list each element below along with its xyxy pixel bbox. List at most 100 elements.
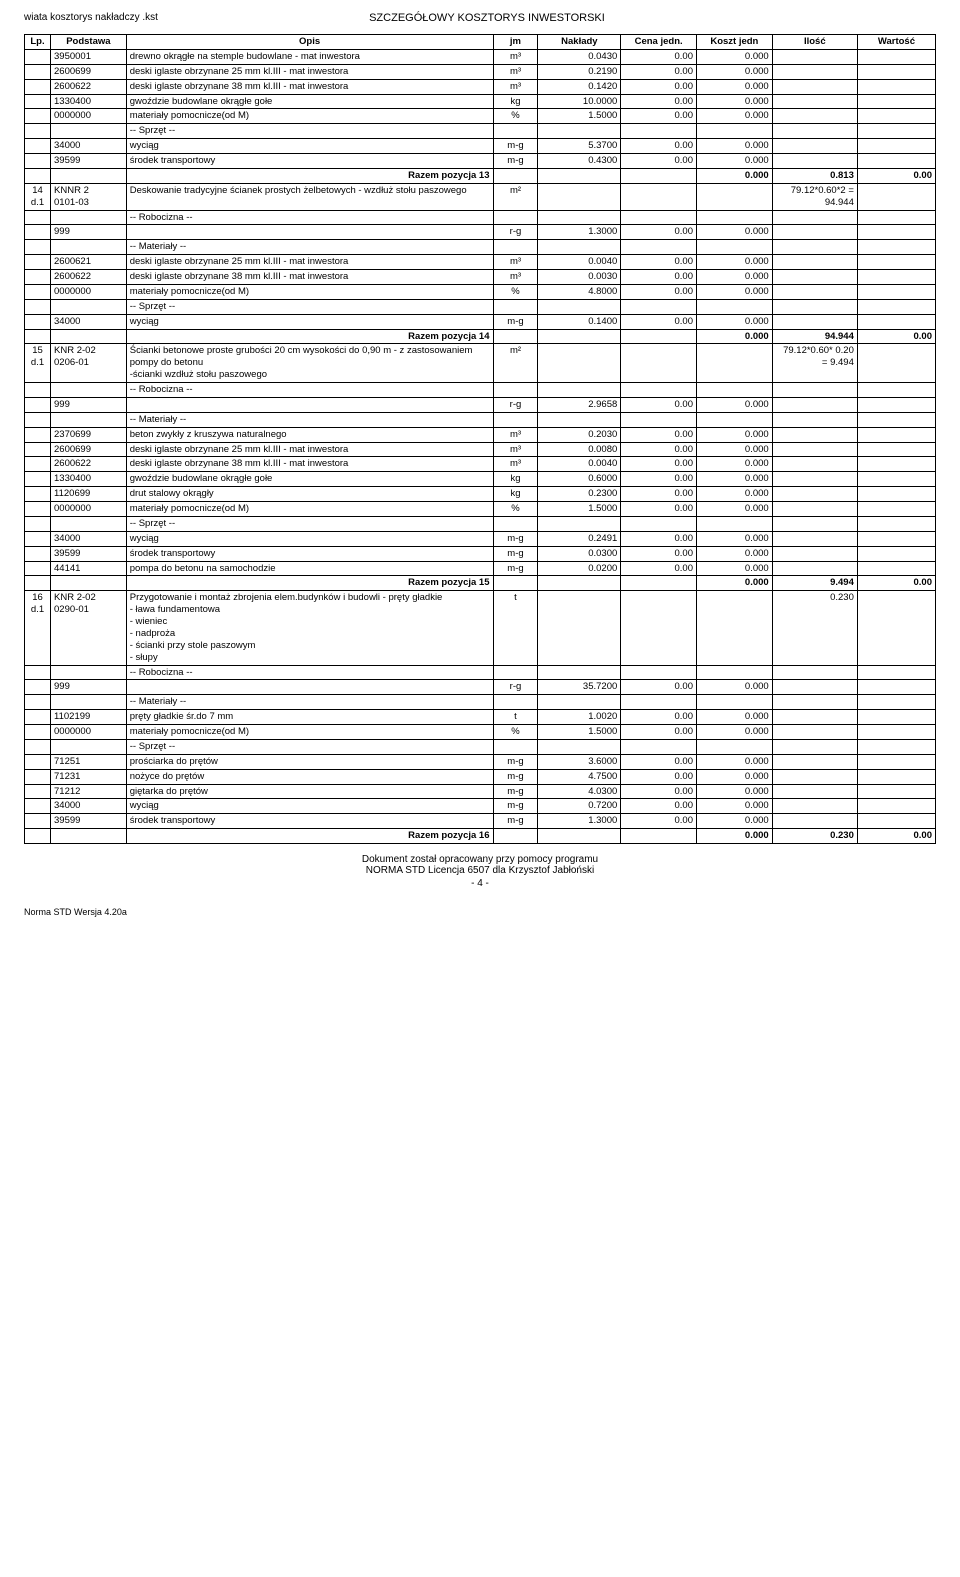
cell-kj: 0.000 <box>696 64 772 79</box>
cell-opis: Przygotowanie i montaż zbrojenia elem.bu… <box>126 591 493 665</box>
table-row: 1102199pręty gładkie śr.do 7 mmt1.00200.… <box>25 710 936 725</box>
cell-opis: beton zwykły z kruszywa naturalnego <box>126 427 493 442</box>
cell-ilosc <box>772 442 857 457</box>
col-cena: Cena jedn. <box>621 35 697 50</box>
cell-ilosc <box>772 814 857 829</box>
cell-lp <box>25 64 51 79</box>
cell-lp <box>25 814 51 829</box>
razem-ilosc: 0.813 <box>772 168 857 183</box>
section-row: -- Sprzęt -- <box>25 516 936 531</box>
cell-kj <box>696 183 772 210</box>
section-row: -- Robocizna -- <box>25 210 936 225</box>
cell-kj: 0.000 <box>696 49 772 64</box>
cell-cena <box>621 183 697 210</box>
cell-ilosc <box>772 49 857 64</box>
cell-cena: 0.00 <box>621 284 697 299</box>
cell-podstawa: KNR 2-020206-01 <box>51 344 127 383</box>
cell-opis: wyciąg <box>126 799 493 814</box>
table-row: 44141pompa do betonu na samochodziem-g0.… <box>25 561 936 576</box>
cell-ilosc <box>772 546 857 561</box>
footer-bottom: Norma STD Wersja 4.20a <box>24 907 936 917</box>
cell-cena: 0.00 <box>621 457 697 472</box>
table-row: 2370699beton zwykły z kruszywa naturalne… <box>25 427 936 442</box>
cell-wartosc <box>857 270 935 285</box>
cell-lp <box>25 487 51 502</box>
cell-cena: 0.00 <box>621 784 697 799</box>
cell-nak <box>538 344 621 383</box>
cell-jm: kg <box>493 472 538 487</box>
cell-jm: % <box>493 725 538 740</box>
table-row: 71251prościarka do prętówm-g3.60000.000.… <box>25 754 936 769</box>
cell-lp <box>25 225 51 240</box>
cell-kj: 0.000 <box>696 754 772 769</box>
cell-cena: 0.00 <box>621 710 697 725</box>
cell-kj: 0.000 <box>696 255 772 270</box>
cell-nak: 0.6000 <box>538 472 621 487</box>
razem-wartosc: 0.00 <box>857 168 935 183</box>
cell-wartosc <box>857 154 935 169</box>
cell-wartosc <box>857 64 935 79</box>
cell-opis: drut stalowy okrągły <box>126 487 493 502</box>
cell-podstawa: 71251 <box>51 754 127 769</box>
cell-ilosc <box>772 314 857 329</box>
cell-cena <box>621 591 697 665</box>
cell-opis: środek transportowy <box>126 546 493 561</box>
cell-nak: 10.0000 <box>538 94 621 109</box>
section-label: -- Materiały -- <box>126 412 493 427</box>
cell-cena: 0.00 <box>621 814 697 829</box>
cell-podstawa: 34000 <box>51 314 127 329</box>
cell-kj: 0.000 <box>696 457 772 472</box>
cell-opis <box>126 680 493 695</box>
cell-wartosc <box>857 784 935 799</box>
cell-lp <box>25 799 51 814</box>
cell-kj: 0.000 <box>696 546 772 561</box>
table-row: 3950001drewno okrągłe na stemple budowla… <box>25 49 936 64</box>
cell-cena: 0.00 <box>621 225 697 240</box>
cell-podstawa: 999 <box>51 680 127 695</box>
cell-kj: 0.000 <box>696 710 772 725</box>
cell-wartosc <box>857 442 935 457</box>
cell-lp <box>25 139 51 154</box>
cost-table: Lp. Podstawa Opis jm Nakłady Cena jedn. … <box>24 34 936 844</box>
cell-wartosc <box>857 754 935 769</box>
cell-jm: kg <box>493 94 538 109</box>
cell-podstawa: 999 <box>51 225 127 240</box>
cell-jm: m³ <box>493 270 538 285</box>
cell-lp: 15 d.1 <box>25 344 51 383</box>
cell-nak: 0.2300 <box>538 487 621 502</box>
cell-ilosc <box>772 94 857 109</box>
cell-jm: r-g <box>493 225 538 240</box>
cell-cena: 0.00 <box>621 487 697 502</box>
cell-lp <box>25 769 51 784</box>
cell-wartosc <box>857 472 935 487</box>
cell-lp <box>25 502 51 517</box>
table-row: 1330400gwoździe budowlane okrągłe gołekg… <box>25 472 936 487</box>
cell-kj: 0.000 <box>696 225 772 240</box>
cell-opis: drewno okrągłe na stemple budowlane - ma… <box>126 49 493 64</box>
razem-label: Razem pozycja 14 <box>126 329 493 344</box>
cell-lp <box>25 79 51 94</box>
cell-ilosc <box>772 154 857 169</box>
cell-opis: Deskowanie tradycyjne ścianek prostych ż… <box>126 183 493 210</box>
cell-ilosc <box>772 502 857 517</box>
position-header: 14 d.1KNNR 20101-03Deskowanie tradycyjne… <box>25 183 936 210</box>
cell-nak <box>538 183 621 210</box>
col-wartosc: Wartość <box>857 35 935 50</box>
cell-opis <box>126 397 493 412</box>
cell-wartosc <box>857 183 935 210</box>
cell-wartosc <box>857 502 935 517</box>
section-row: -- Materiały -- <box>25 695 936 710</box>
cell-kj: 0.000 <box>696 79 772 94</box>
cell-wartosc <box>857 109 935 124</box>
table-row: 999r-g1.30000.000.000 <box>25 225 936 240</box>
cell-lp <box>25 561 51 576</box>
footer-line1: Dokument został opracowany przy pomocy p… <box>24 854 936 865</box>
cell-wartosc <box>857 546 935 561</box>
cell-ilosc <box>772 487 857 502</box>
cell-ilosc <box>772 64 857 79</box>
cell-nak: 0.0040 <box>538 255 621 270</box>
cell-opis: środek transportowy <box>126 814 493 829</box>
cell-jm: m-g <box>493 546 538 561</box>
table-row: 0000000materiały pomocnicze(od M)%1.5000… <box>25 109 936 124</box>
cell-opis: gwoździe budowlane okrągłe gołe <box>126 472 493 487</box>
